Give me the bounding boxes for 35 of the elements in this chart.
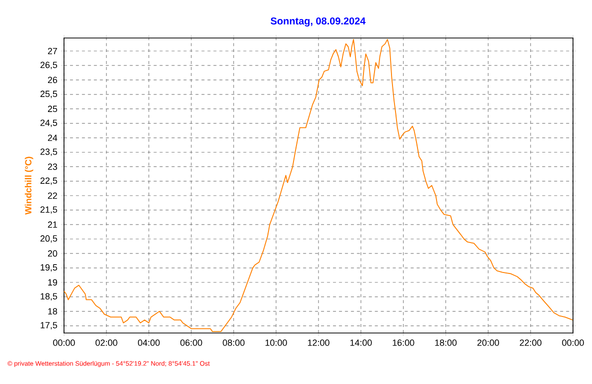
x-tick-label: 06:00: [180, 340, 202, 346]
x-tick-label: 22:00: [520, 340, 542, 346]
y-tick-label: 17,5: [40, 322, 58, 330]
y-tick-label: 24,5: [40, 120, 58, 128]
y-tick-label: 26: [48, 76, 58, 84]
x-tick-label: 10:00: [266, 340, 287, 346]
x-tick-label: 12:00: [308, 340, 330, 346]
y-tick-label: 18: [48, 308, 58, 314]
y-tick-label: 22: [48, 192, 58, 199]
y-tick-label: 21: [48, 221, 58, 228]
x-tick-label: 16:00: [392, 340, 414, 346]
x-tick-label: 18:00: [435, 340, 457, 346]
y-tick-label: 25: [48, 106, 58, 112]
y-tick-label: 20: [48, 250, 58, 257]
y-tick-label: 21,5: [40, 206, 58, 214]
x-tick-label: 14:00: [350, 340, 372, 346]
y-tick-label: 19: [48, 279, 58, 286]
y-tick-label: 26,5: [40, 62, 58, 70]
y-tick-label: 24: [48, 134, 58, 141]
y-tick-label: 20,5: [40, 235, 58, 243]
y-axis-title: Windchill (°C): [24, 156, 34, 215]
y-tick-label: 22,5: [40, 177, 58, 185]
x-tick-label: 02:00: [96, 340, 118, 346]
x-tick-label: 08:00: [222, 340, 245, 346]
y-tick-label: 23: [48, 164, 58, 170]
chart-title: Sonntag, 08.09.2024: [270, 17, 366, 27]
x-tick-label: 00:00: [53, 340, 75, 346]
x-tick-label: 00:00: [562, 340, 584, 346]
y-tick-label: 27: [48, 48, 58, 54]
y-tick-label: 23,5: [40, 148, 58, 156]
x-tick-label: 20:00: [477, 340, 500, 346]
y-tick-label: 18,5: [40, 293, 58, 301]
x-tick-label: 04:00: [138, 340, 160, 346]
y-tick-label: 25,5: [40, 90, 58, 98]
y-tick-label: 19,5: [40, 264, 58, 272]
